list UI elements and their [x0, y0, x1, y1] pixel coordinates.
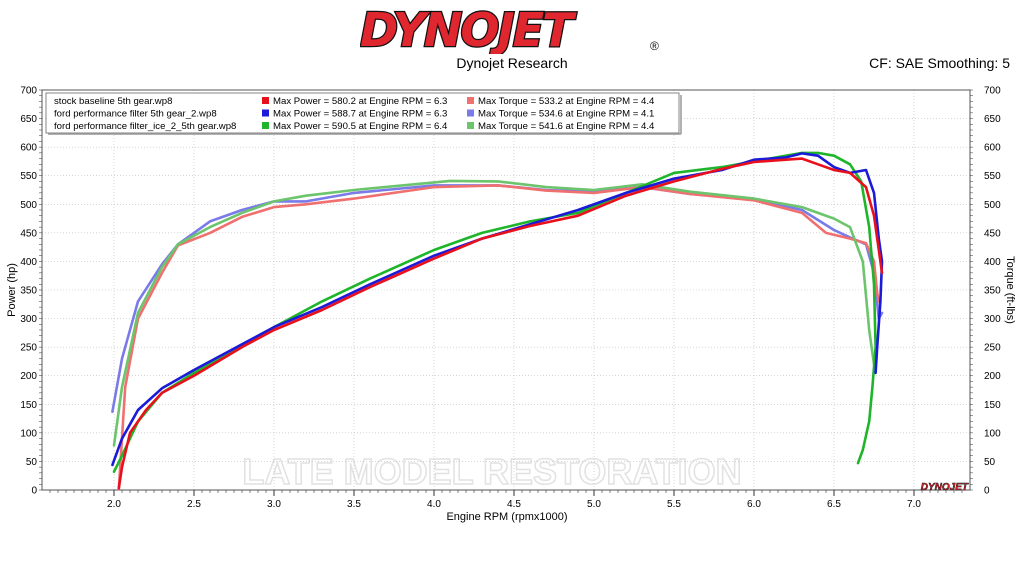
y-tick-label-10: 500 [20, 200, 37, 211]
y2-tick-label-7: 350 [984, 286, 1001, 297]
legend-box [45, 92, 680, 134]
legend-max-power-2: Max Power = 590.5 at Engine RPM = 6.4 [273, 121, 448, 132]
x-tick-label-7: 5.5 [667, 499, 681, 510]
y-tick-label-5: 250 [20, 343, 37, 354]
x-tick-label-4: 4.0 [427, 499, 441, 510]
y2-tick-label-0: 0 [984, 486, 990, 497]
y2-tick-label-13: 650 [984, 114, 1001, 125]
y-tick-label-0: 0 [31, 486, 37, 497]
y-tick-label-9: 450 [20, 228, 37, 239]
y2-tick-label-10: 500 [984, 200, 1001, 211]
y-tick-label-3: 150 [20, 400, 37, 411]
y-tick-label-2: 100 [20, 428, 37, 439]
registered-mark: ® [650, 39, 659, 53]
y2-tick-label-1: 50 [984, 457, 996, 468]
chart-subtitle: Dynojet Research [456, 55, 568, 71]
y2-axis-label: Torque (ft-lbs) [1004, 256, 1016, 324]
y2-tick-label-3: 150 [984, 400, 1001, 411]
legend-torque-swatch-0 [467, 97, 474, 104]
plot-border [41, 89, 971, 491]
corner-dynojet-logo: DYNOJET [921, 482, 969, 493]
watermark: LATE MODEL RESTORATION [242, 450, 743, 493]
series-layer [111, 151, 884, 491]
series-line-power-5 [117, 157, 884, 490]
legend-power-swatch-0 [262, 97, 269, 104]
legend-max-torque-2: Max Torque = 541.6 at Engine RPM = 4.4 [478, 121, 655, 132]
y-tick-label-12: 600 [20, 143, 37, 154]
chart-grid [42, 89, 970, 491]
legend-max-torque-0: Max Torque = 533.2 at Engine RPM = 4.4 [478, 96, 655, 107]
x-tick-label-6: 5.0 [587, 499, 601, 510]
legend-file-0: stock baseline 5th gear.wp8 [54, 96, 172, 107]
legend-max-power-0: Max Power = 580.2 at Engine RPM = 6.3 [273, 96, 447, 107]
x-axis-label: Engine RPM (rpmx1000) [446, 511, 567, 523]
y-tick-label-6: 300 [20, 314, 37, 325]
y2-tick-label-9: 450 [984, 228, 1001, 239]
logo-text: DYNOJET [360, 4, 577, 54]
axis-ticks: 2.0 2.5 3.0 3.5 4.0 4.5 5.0 5.5 6.0 6.5 7.0 0 0 50 50 1… [20, 86, 1001, 511]
y2-tick-label-12: 600 [984, 143, 1001, 154]
legend-torque-swatch-2 [467, 122, 474, 129]
y-tick-label-11: 550 [20, 171, 37, 182]
series-line-torque-2 [112, 179, 876, 447]
y-tick-label-1: 50 [26, 457, 38, 468]
y-tick-label-4: 200 [20, 371, 37, 382]
x-tick-label-8: 6.0 [747, 499, 761, 510]
y-tick-label-13: 650 [20, 114, 37, 125]
x-tick-label-2: 3.0 [267, 499, 281, 510]
x-tick-label-10: 7.0 [907, 499, 921, 510]
legend-max-torque-1: Max Torque = 534.6 at Engine RPM = 4.1 [478, 109, 654, 120]
x-tick-label-5: 4.5 [507, 499, 521, 510]
y-tick-label-7: 350 [20, 286, 37, 297]
series-line-torque-1 [117, 184, 881, 491]
plot-frame [41, 89, 971, 491]
y2-tick-label-8: 400 [984, 257, 1001, 268]
y-tick-label-14: 700 [20, 86, 37, 97]
legend-power-swatch-1 [262, 109, 269, 117]
y2-tick-label-6: 300 [984, 314, 1001, 325]
legend: stock baseline 5th gear.wp8 Max Power = 5… [45, 92, 682, 135]
y-tick-label-8: 400 [20, 257, 37, 268]
y2-tick-label-4: 200 [984, 371, 1001, 382]
correction-factor-info: CF: SAE Smoothing: 5 [869, 55, 1010, 71]
legend-max-power-1: Max Power = 588.7 at Engine RPM = 6.3 [273, 109, 447, 120]
legend-file-2: ford performance filter_ice_2_5th gear.w… [54, 121, 236, 132]
y2-tick-label-14: 700 [984, 86, 1001, 97]
y2-tick-label-5: 250 [984, 343, 1001, 354]
legend-file-1: ford performance filter 5th gear_2.wp8 [54, 109, 217, 120]
dynojet-logo: DYNOJET ® [360, 4, 659, 54]
x-tick-label-0: 2.0 [107, 499, 121, 510]
x-tick-label-1: 2.5 [187, 499, 201, 510]
legend-torque-swatch-1 [467, 109, 474, 117]
x-tick-label-9: 6.5 [827, 499, 841, 510]
y2-tick-label-11: 550 [984, 171, 1001, 182]
series-line-power-4 [111, 152, 884, 467]
x-tick-label-3: 3.5 [347, 499, 361, 510]
y2-tick-label-2: 100 [984, 428, 1001, 439]
y-axis-label: Power (hp) [6, 263, 18, 317]
legend-power-swatch-2 [262, 122, 269, 129]
watermark-text: LATE MODEL RESTORATION [242, 451, 741, 492]
